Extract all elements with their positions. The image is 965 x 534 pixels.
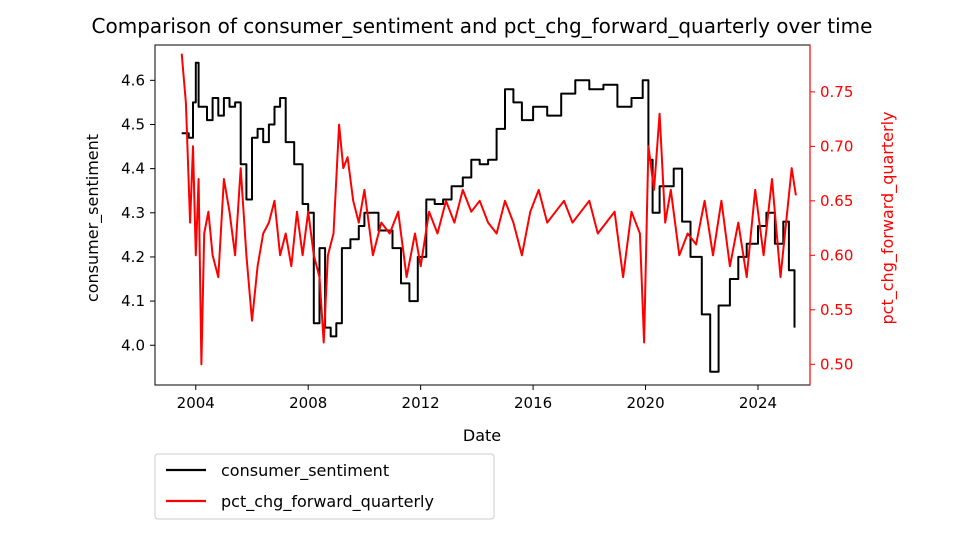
right-tick-label: 0.55: [820, 301, 853, 319]
right-tick-label: 0.50: [820, 355, 853, 373]
series-line-consumer-sentiment: [181, 61, 796, 373]
left-tick-label: 4.0: [121, 336, 145, 354]
legend-label-consumer-sentiment: consumer_sentiment: [221, 461, 389, 481]
x-tick-label: 2020: [626, 394, 664, 412]
x-tick-label: 2008: [289, 394, 327, 412]
right-axis-ticks: 0.50 0.55 0.60 0.65 0.70 0.75: [810, 83, 853, 373]
x-tick-label: 2004: [177, 394, 215, 412]
plot-area: [180, 53, 797, 373]
left-tick-label: 4.2: [121, 248, 145, 266]
right-axis-label: pct_chg_forward_quarterly: [878, 112, 898, 325]
x-tick-label: 2012: [402, 394, 440, 412]
series-line-pct-chg-forward-quarterly: [180, 53, 797, 366]
legend: consumer_sentiment pct_chg_forward_quart…: [154, 453, 495, 520]
left-tick-label: 4.3: [121, 204, 145, 222]
x-axis-label: Date: [463, 426, 501, 445]
legend-box: [154, 453, 495, 520]
x-tick-label: 2024: [739, 394, 777, 412]
right-tick-label: 0.65: [820, 192, 853, 210]
left-tick-label: 4.5: [121, 115, 145, 133]
right-tick-label: 0.70: [820, 137, 853, 155]
left-axis-ticks: 4.0 4.1 4.2 4.3 4.4 4.5 4.6: [121, 71, 155, 354]
right-tick-label: 0.75: [820, 83, 853, 101]
plot-frame: [154, 44, 811, 386]
left-tick-label: 4.1: [121, 292, 145, 310]
x-tick-label: 2016: [514, 394, 552, 412]
right-tick-label: 0.60: [820, 246, 853, 264]
legend-label-pct-chg-forward-quarterly: pct_chg_forward_quarterly: [221, 492, 434, 512]
left-tick-label: 4.4: [121, 160, 145, 178]
left-tick-label: 4.6: [121, 71, 145, 89]
chart-title: Comparison of consumer_sentiment and pct…: [92, 14, 873, 38]
left-axis-label: consumer_sentiment: [83, 134, 103, 302]
x-axis-ticks: 2004 2008 2012 2016 2020 2024: [177, 385, 777, 412]
